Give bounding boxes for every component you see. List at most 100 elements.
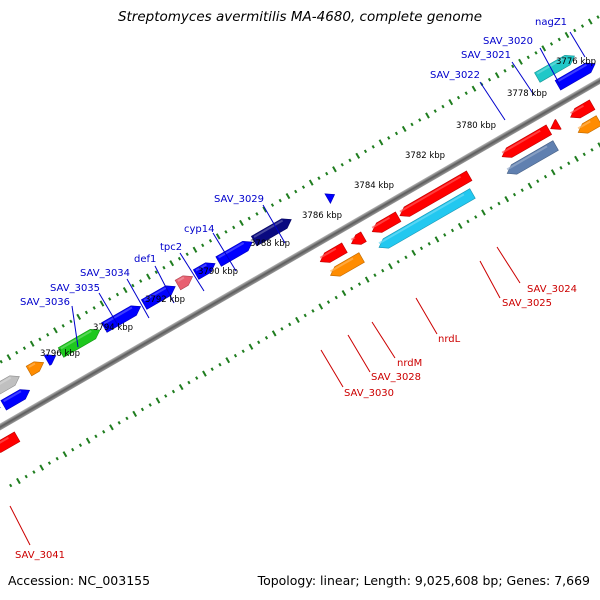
gene-arrow[interactable] [250,215,294,247]
gene-arrow[interactable] [192,259,218,280]
gene-label[interactable]: SAV_3021 [461,50,511,61]
scale-tick [301,185,306,189]
leader-SAV_3035 [98,292,120,328]
gene-label[interactable]: SAV_3020 [483,36,533,47]
scale-tick [102,429,106,434]
genome-band [0,15,600,488]
gene-label[interactable]: def1 [134,254,156,265]
scale-tick [280,327,284,331]
gene-label[interactable]: nagZ1 [535,17,567,28]
gene-label[interactable]: cyp14 [184,224,215,235]
gene-label[interactable]: SAV_3029 [214,194,264,205]
scale-tick [411,249,417,256]
leader-SAV_3020 [539,47,561,86]
scale-tick [394,131,399,136]
scale-tick [504,195,510,203]
gene-arrow[interactable] [324,190,337,204]
gene-arrow[interactable] [369,211,402,237]
gene-label[interactable]: nrdL [438,334,461,345]
scale-tick [285,192,291,200]
scale-tick [311,309,315,313]
scale-tick [573,28,577,33]
scale-tick [441,104,445,109]
scale-tick [154,270,158,274]
scale-tick [108,297,112,301]
gene-arrow[interactable] [0,386,32,411]
leader-SAV_3024 [496,246,521,284]
gene-arrow[interactable] [548,119,562,133]
scale-tick [178,383,184,391]
gene-arrow[interactable] [575,115,600,138]
scale-tick [38,337,42,342]
scale-tick [6,354,12,361]
scale-tick [318,303,324,310]
scale-tick [520,188,524,192]
scale-tick [580,24,585,28]
scale-tick [164,394,168,398]
gene-label[interactable]: SAV_3028 [371,372,421,383]
gene-arrow[interactable] [101,302,143,333]
gene-arrow[interactable] [215,237,255,267]
scale-tick [15,350,19,355]
gene-arrow[interactable] [174,272,195,291]
scale-tick [9,483,13,488]
gene-labels-plus: nagZ1 SAV_3020 SAV_3021 SAV_3022 SAV_302… [20,17,567,308]
gene-label[interactable]: SAV_3025 [502,298,552,309]
gene-arrow[interactable] [0,372,22,396]
gene-arrow[interactable] [504,140,559,179]
scale-tick [224,230,228,234]
gene-arrow[interactable] [568,99,596,122]
gene-label[interactable]: SAV_3041 [15,550,65,561]
gene-label[interactable]: SAV_3035 [50,283,100,294]
gene-label[interactable]: nrdM [397,358,422,369]
scale-tick [171,389,176,394]
gene-arrow[interactable] [534,51,578,83]
gene-arrow[interactable] [328,252,365,281]
scale-tick [527,182,533,189]
gene-track [0,51,600,457]
scale-tick [308,179,314,186]
gene-label[interactable]: SAV_3030 [344,388,394,399]
gene-arrow[interactable] [318,242,348,267]
leader-SAV_3025 [479,260,501,299]
gene-label[interactable]: SAV_3024 [527,284,577,295]
gene-label[interactable]: tpc2 [160,242,182,253]
scale-tick [257,340,261,345]
gene-arrow[interactable] [43,351,58,366]
gene-arrow[interactable] [25,358,46,377]
gene-label[interactable]: SAV_3022 [430,70,480,81]
scale-tick [487,77,492,82]
gene-arrow[interactable] [376,188,476,253]
accession-text: Accession: NC_003155 [8,573,151,588]
scale-tick [69,319,73,324]
label-leaders [9,31,586,546]
scale-tick [62,451,68,458]
scale-tick [497,201,501,206]
gene-arrow[interactable] [349,231,367,249]
gene-label[interactable]: SAV_3034 [80,268,130,279]
scale-tick [427,242,431,246]
scale-tick [564,31,570,39]
scale-tick [325,171,329,176]
scale-tick [549,42,554,46]
gene-arrow[interactable] [140,282,178,310]
scale-label: 3776 kbp [556,57,596,67]
gene-label[interactable]: SAV_3036 [20,297,70,308]
scale-tick [511,64,515,69]
scale-tick [401,125,407,133]
gene-arrow[interactable] [499,124,553,162]
scale-tick [46,333,50,337]
scale-tick [233,353,238,358]
gene-arrow[interactable] [397,170,473,221]
gene-arrow[interactable] [554,59,598,91]
gene-arrow[interactable] [0,431,21,457]
scale-tick [466,219,470,224]
scale-tick [55,456,59,461]
gene-arrow[interactable] [57,325,102,358]
scale-tick [518,58,523,65]
scale-label: 3784 kbp [354,181,394,191]
scale-tick [457,222,463,230]
leader-SAV_3029 [262,204,286,244]
scale-tick [373,273,377,277]
